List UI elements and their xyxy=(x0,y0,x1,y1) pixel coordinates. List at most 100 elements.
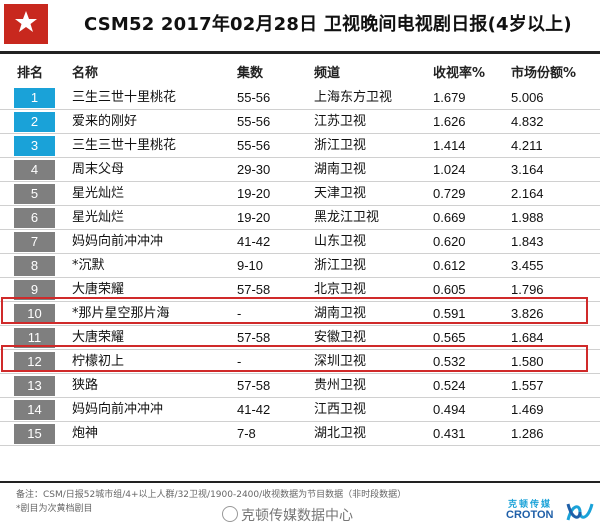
table-row: 2 爱来的刚好 55-56 江苏卫视 1.626 4.832 xyxy=(0,110,600,134)
rating-cell: 0.431 xyxy=(433,426,466,441)
croton-swirl-icon xyxy=(566,503,594,521)
share-cell: 1.286 xyxy=(511,426,544,441)
table-row: 8 *沉默 9-10 浙江卫视 0.612 3.455 xyxy=(0,254,600,278)
drama-name: 三生三世十里桃花 xyxy=(72,138,177,153)
share-cell: 3.826 xyxy=(511,306,544,321)
channel-cell: 贵州卫视 xyxy=(314,378,367,393)
episodes-cell: 41-42 xyxy=(237,402,271,417)
episodes-cell: 29-30 xyxy=(237,162,271,177)
brand-cn: 克顿传媒 xyxy=(508,500,553,510)
table-row: 3 三生三世十里桃花 55-56 浙江卫视 1.414 4.211 xyxy=(0,134,600,158)
drama-name: 炮神 xyxy=(72,426,99,441)
rank-badge: 3 xyxy=(14,136,55,156)
row-divider xyxy=(0,349,600,350)
drama-name: 星光灿烂 xyxy=(72,210,125,225)
rank-badge: 12 xyxy=(14,352,55,372)
channel-cell: 湖南卫视 xyxy=(314,162,367,177)
rating-cell: 1.024 xyxy=(433,162,466,177)
rating-cell: 0.669 xyxy=(433,210,466,225)
channel-cell: 湖北卫视 xyxy=(314,426,367,441)
share-cell: 2.164 xyxy=(511,186,544,201)
channel-cell: 浙江卫视 xyxy=(314,258,367,273)
row-divider xyxy=(0,373,600,374)
column-header-episodes: 集数 xyxy=(237,66,264,81)
brand-en: CROTON xyxy=(506,509,554,521)
rank-badge: 8 xyxy=(14,256,55,276)
drama-name: 三生三世十里桃花 xyxy=(72,90,177,105)
rating-cell: 0.591 xyxy=(433,306,466,321)
rank-badge: 14 xyxy=(14,400,55,420)
rank-badge: 4 xyxy=(14,160,55,180)
rank-badge: 13 xyxy=(14,376,55,396)
share-cell: 3.164 xyxy=(511,162,544,177)
row-divider xyxy=(0,205,600,206)
drama-name: 星光灿烂 xyxy=(72,186,125,201)
drama-name: 大唐荣耀 xyxy=(72,282,125,297)
table-row: 6 星光灿烂 19-20 黑龙江卫视 0.669 1.988 xyxy=(0,206,600,230)
table-row: 11 大唐荣耀 57-58 安徽卫视 0.565 1.684 xyxy=(0,326,600,350)
share-cell: 1.469 xyxy=(511,402,544,417)
table-row: 7 妈妈向前冲冲冲 41-42 山东卫视 0.620 1.843 xyxy=(0,230,600,254)
channel-cell: 上海东方卫视 xyxy=(314,90,393,105)
rating-cell: 0.565 xyxy=(433,330,466,345)
row-divider xyxy=(0,181,600,182)
header-divider xyxy=(0,51,600,54)
rank-badge: 10 xyxy=(14,304,55,324)
share-cell: 1.796 xyxy=(511,282,544,297)
rating-cell: 1.414 xyxy=(433,138,466,153)
channel-cell: 天津卫视 xyxy=(314,186,367,201)
share-cell: 3.455 xyxy=(511,258,544,273)
drama-name: 爱来的刚好 xyxy=(72,114,138,129)
table-row: 1 三生三世十里桃花 55-56 上海东方卫视 1.679 5.006 xyxy=(0,86,600,110)
share-cell: 1.557 xyxy=(511,378,544,393)
episodes-cell: 55-56 xyxy=(237,90,271,105)
row-divider xyxy=(0,253,600,254)
episodes-cell: 57-58 xyxy=(237,330,271,345)
row-divider xyxy=(0,445,600,446)
drama-name: 狭路 xyxy=(72,378,99,393)
rating-cell: 0.605 xyxy=(433,282,466,297)
rank-badge: 5 xyxy=(14,184,55,204)
channel-cell: 安徽卫视 xyxy=(314,330,367,345)
episodes-cell: 19-20 xyxy=(237,186,271,201)
channel-cell: 北京卫视 xyxy=(314,282,367,297)
rating-cell: 0.612 xyxy=(433,258,466,273)
rank-badge: 1 xyxy=(14,88,55,108)
row-divider xyxy=(0,277,600,278)
table-row: 14 妈妈向前冲冲冲 41-42 江西卫视 0.494 1.469 xyxy=(0,398,600,422)
share-cell: 1.580 xyxy=(511,354,544,369)
channel-cell: 江西卫视 xyxy=(314,402,367,417)
episodes-cell: 55-56 xyxy=(237,114,271,129)
drama-name: 妈妈向前冲冲冲 xyxy=(72,234,164,249)
column-header-name: 名称 xyxy=(72,66,99,81)
rank-badge: 7 xyxy=(14,232,55,252)
episodes-cell: 41-42 xyxy=(237,234,271,249)
watermark-text: 克顿传媒数据中心 xyxy=(241,508,353,524)
share-cell: 1.988 xyxy=(511,210,544,225)
logo-badge xyxy=(4,4,48,44)
episodes-cell: 57-58 xyxy=(237,282,271,297)
rank-badge: 15 xyxy=(14,424,55,444)
table-row: 5 星光灿烂 19-20 天津卫视 0.729 2.164 xyxy=(0,182,600,206)
croton-logo: 克顿传媒 CROTON xyxy=(504,494,600,528)
rank-badge: 11 xyxy=(14,328,55,348)
table-bottom-divider xyxy=(0,481,600,483)
footnote-asterisk: *剧目为次黄档剧目 xyxy=(16,504,93,514)
channel-cell: 深圳卫视 xyxy=(314,354,367,369)
drama-name: *那片星空那片海 xyxy=(72,306,170,321)
rating-cell: 1.626 xyxy=(433,114,466,129)
episodes-cell: - xyxy=(237,354,242,369)
rating-cell: 0.494 xyxy=(433,402,466,417)
row-divider xyxy=(0,397,600,398)
highlight-box-row-9 xyxy=(1,297,588,324)
episodes-cell: 57-58 xyxy=(237,378,271,393)
column-header-share: 市场份额% xyxy=(511,66,577,81)
table-row: 9 大唐荣耀 57-58 北京卫视 0.605 1.796 xyxy=(0,278,600,302)
drama-name: *沉默 xyxy=(72,258,105,273)
row-divider xyxy=(0,301,600,302)
share-cell: 1.684 xyxy=(511,330,544,345)
column-header-rank: 排名 xyxy=(17,66,44,81)
report-title: CSM52 2017年02月28日 卫视晚间电视剧日报(4岁以上) xyxy=(84,14,572,35)
watermark: 克顿传媒数据中心 xyxy=(222,505,353,525)
rating-cell: 0.524 xyxy=(433,378,466,393)
